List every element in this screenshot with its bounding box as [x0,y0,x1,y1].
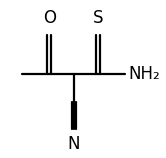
Text: O: O [43,9,56,27]
Text: N: N [68,135,80,153]
Text: NH₂: NH₂ [128,65,160,83]
Text: S: S [93,9,103,27]
